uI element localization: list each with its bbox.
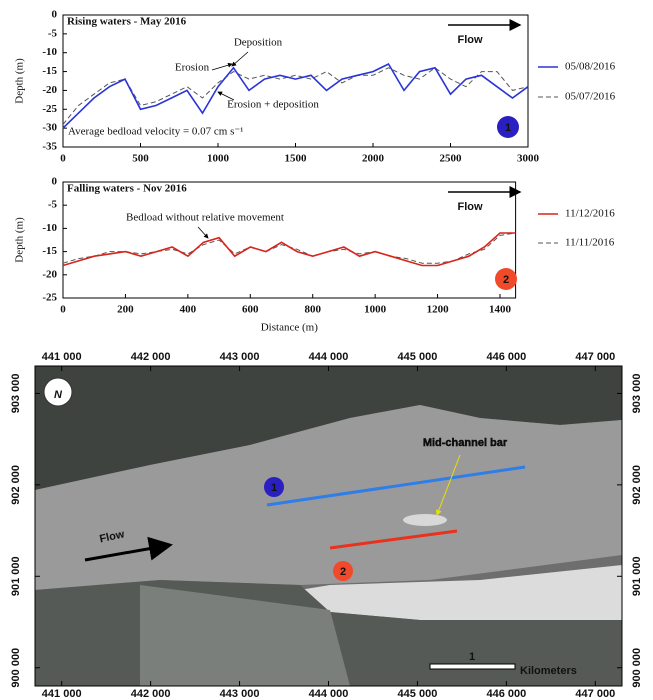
x-tick-label: 3000	[517, 153, 540, 165]
y-tick-label: -5	[48, 199, 58, 211]
annotation-arrow	[217, 91, 235, 101]
y-tick-label: -35	[42, 141, 57, 153]
y-tick-label: -10	[42, 46, 57, 58]
y-tick-label: -10	[42, 222, 57, 234]
transect-2	[329, 529, 458, 550]
y-tick-label: 0	[52, 176, 58, 188]
map-flow-label: Flow	[98, 528, 125, 545]
x-tick-label: 800	[304, 304, 321, 316]
map-x-tick-label: 446 000	[486, 688, 526, 700]
map-y-tick-label: 900 000	[10, 648, 22, 688]
x-tick-label: 0	[60, 304, 66, 316]
map-x-tick-label: 447 000	[575, 351, 615, 363]
x-tick-label: 600	[242, 304, 259, 316]
annotation: Bedload without relative movement	[126, 212, 284, 224]
bar-arrow	[435, 454, 461, 516]
badge	[497, 116, 519, 138]
map-y-tick-label: 901 000	[631, 556, 643, 596]
transect-badge	[333, 561, 353, 581]
flow-label: Flow	[457, 201, 482, 213]
transect-badge	[264, 477, 284, 497]
legend-label: 05/08/2016	[565, 61, 616, 73]
transect-label: 1	[271, 482, 277, 494]
map-x-tick-label: 443 000	[220, 351, 260, 363]
x-axis-label: Distance (m)	[261, 322, 318, 334]
map-flow-arrow	[84, 536, 173, 562]
annotation-arrow	[197, 226, 209, 239]
legend-label: 05/07/2016	[565, 91, 616, 103]
badge-label: 2	[503, 274, 509, 286]
x-tick-label: 1500	[285, 153, 308, 165]
chart-title: Falling waters - Nov 2016	[67, 183, 187, 195]
legend-label: 11/12/2016	[565, 208, 615, 220]
map-y-tick-label: 900 000	[631, 648, 643, 688]
map-y-tick-label: 903 000	[631, 374, 643, 414]
scale-unit: Kilometers	[520, 665, 577, 677]
y-axis-label: Depth (m)	[14, 217, 26, 263]
map-x-tick-label: 444 000	[309, 351, 349, 363]
badge-label: 1	[505, 122, 511, 134]
y-tick-label: -20	[42, 268, 57, 280]
y-axis-label: Depth (m)	[14, 58, 26, 104]
map-background	[34, 365, 623, 687]
legend-label: 11/11/2016	[565, 237, 615, 249]
x-tick-label: 1400	[489, 304, 512, 316]
map-y-tick-label: 902 000	[10, 465, 22, 505]
north-icon	[43, 377, 73, 407]
bar-label: Mid-channel bar	[423, 437, 508, 449]
y-tick-label: -30	[42, 122, 57, 134]
map-y-tick-label: 903 000	[10, 374, 22, 414]
y-tick-label: -5	[48, 27, 58, 39]
map-x-tick-label: 441 000	[42, 351, 82, 363]
y-tick-label: -15	[42, 65, 57, 77]
x-tick-label: 2500	[440, 153, 463, 165]
series-line	[62, 67, 529, 125]
map-x-tick-label: 445 000	[398, 688, 438, 700]
map-x-tick-label: 446 000	[486, 351, 526, 363]
map-x-tick-label: 442 000	[131, 351, 171, 363]
y-tick-label: -20	[42, 84, 57, 96]
x-tick-label: 400	[180, 304, 197, 316]
map-x-tick-label: 443 000	[220, 688, 260, 700]
y-tick-label: -25	[42, 103, 57, 115]
x-tick-label: 0	[60, 153, 66, 165]
annotation: Erosion	[175, 62, 210, 74]
x-tick-label: 1000	[364, 304, 387, 316]
annotation-arrow	[231, 51, 249, 67]
annotation-arrow	[211, 62, 233, 71]
scale-value: 1	[469, 651, 475, 663]
transect-label: 2	[340, 566, 346, 578]
map-x-tick-label: 442 000	[131, 688, 171, 700]
map-x-tick-label: 445 000	[398, 351, 438, 363]
badge	[495, 268, 517, 290]
north-label: N	[54, 389, 63, 401]
map-y-tick-label: 902 000	[631, 465, 643, 505]
plot-frame	[62, 181, 517, 299]
scale-bar	[429, 663, 516, 670]
annotation: Average bedload velocity = 0.07 cm s⁻¹	[68, 126, 243, 138]
y-tick-label: 0	[52, 9, 58, 21]
transect-1	[266, 465, 526, 507]
series-line	[62, 232, 516, 264]
x-tick-label: 1000	[207, 153, 230, 165]
x-tick-label: 200	[117, 304, 134, 316]
x-tick-label: 500	[132, 153, 149, 165]
map-x-tick-label: 447 000	[575, 688, 615, 700]
series-line	[62, 62, 529, 129]
x-tick-label: 1200	[427, 304, 450, 316]
x-tick-label: 2000	[362, 153, 385, 165]
y-tick-label: -25	[42, 292, 57, 304]
annotation: Deposition	[234, 37, 283, 49]
y-tick-label: -15	[42, 245, 57, 257]
flow-label: Flow	[457, 34, 482, 46]
map-x-tick-label: 444 000	[309, 688, 349, 700]
map-y-tick-label: 901 000	[10, 556, 22, 596]
series-line	[62, 232, 516, 267]
annotation: Erosion + deposition	[227, 99, 319, 111]
chart-title: Rising waters - May 2016	[67, 16, 187, 28]
map-x-tick-label: 441 000	[42, 688, 82, 700]
